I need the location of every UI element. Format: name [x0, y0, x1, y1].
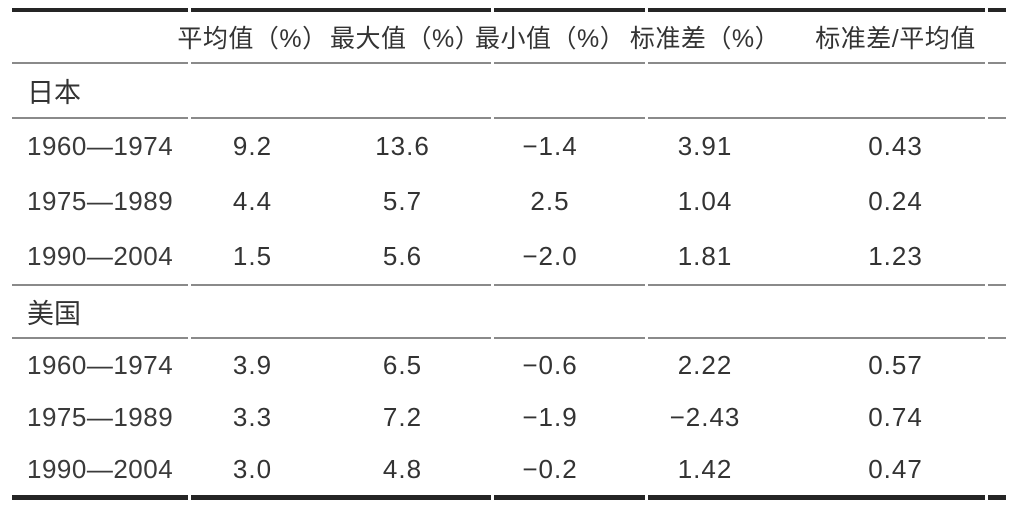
std-cell: −2.43: [669, 401, 741, 432]
min-cell: −0.2: [522, 453, 578, 484]
mean-cell: 3.0: [232, 453, 273, 484]
column-header-std-over-mean: 标准差/平均值: [815, 25, 976, 53]
column-header-max: 最大值（%）: [330, 25, 481, 53]
max-cell: 4.8: [382, 453, 423, 484]
column-header-mean: 平均值（%）: [177, 25, 328, 53]
table-top-border: [12, 8, 1006, 12]
min-cell: 2.5: [530, 186, 570, 216]
mean-cell: 3.9: [232, 349, 273, 380]
std-over-mean-cell: 0.43: [868, 131, 923, 161]
mean-cell: 4.4: [232, 186, 273, 216]
min-cell: −2.0: [522, 241, 578, 271]
std-cell: 1.42: [677, 453, 733, 484]
std-over-mean-cell: 0.57: [868, 349, 923, 380]
table-header-row: 平均值（%） 最大值（%） 最小值（%） 标准差（%） 标准差/平均值: [12, 12, 1006, 62]
mean-cell: 9.2: [232, 131, 273, 161]
period-cell: 1960—1974: [27, 349, 174, 380]
section-divider: [12, 284, 1006, 286]
table-row: 1990—2004 3.0 4.8 −0.2 1.42 0.47: [12, 443, 1006, 495]
mean-cell: 1.5: [232, 241, 273, 271]
min-cell: −1.9: [522, 401, 578, 432]
header-divider: [12, 62, 1006, 64]
period-cell: 1990—2004: [27, 241, 174, 271]
group-label-usa: 美国: [27, 299, 81, 329]
period-cell: 1990—2004: [27, 453, 174, 484]
max-cell: 5.6: [382, 241, 423, 271]
statistics-table: 平均值（%） 最大值（%） 最小值（%） 标准差（%） 标准差/平均值 日本 1…: [12, 8, 1006, 500]
column-header-std: 标准差（%）: [629, 25, 781, 53]
max-cell: 13.6: [375, 131, 430, 161]
table-row: 1960—1974 9.2 13.6 −1.4 3.91 0.43: [12, 119, 1006, 174]
group-row-japan: 日本: [12, 64, 1006, 117]
std-cell: 2.22: [677, 349, 733, 380]
mean-cell: 3.3: [232, 401, 273, 432]
min-cell: −1.4: [522, 131, 578, 161]
max-cell: 5.7: [382, 186, 423, 216]
table-row: 1975—1989 4.4 5.7 2.5 1.04 0.24: [12, 174, 1006, 229]
max-cell: 6.5: [382, 349, 423, 380]
group-label-japan: 日本: [27, 78, 81, 108]
table-row: 1960—1974 3.9 6.5 −0.6 2.22 0.57: [12, 339, 1006, 391]
std-over-mean-cell: 0.74: [868, 401, 923, 432]
std-cell: 3.91: [677, 131, 733, 161]
period-cell: 1975—1989: [27, 186, 174, 216]
std-over-mean-cell: 0.47: [868, 453, 923, 484]
group-row-usa: 美国: [12, 286, 1006, 337]
min-cell: −0.6: [522, 349, 578, 380]
table-bottom-border: [12, 495, 1006, 500]
std-cell: 1.81: [677, 241, 733, 271]
period-cell: 1960—1974: [27, 131, 174, 161]
column-header-min: 最小值（%）: [475, 25, 626, 53]
period-cell: 1975—1989: [27, 401, 174, 432]
max-cell: 7.2: [382, 401, 423, 432]
section-divider: [12, 337, 1006, 339]
std-cell: 1.04: [677, 186, 733, 216]
std-over-mean-cell: 0.24: [868, 186, 923, 216]
section-divider: [12, 117, 1006, 119]
table-row: 1990—2004 1.5 5.6 −2.0 1.81 1.23: [12, 229, 1006, 284]
std-over-mean-cell: 1.23: [868, 241, 923, 271]
table-row: 1975—1989 3.3 7.2 −1.9 −2.43 0.74: [12, 391, 1006, 443]
